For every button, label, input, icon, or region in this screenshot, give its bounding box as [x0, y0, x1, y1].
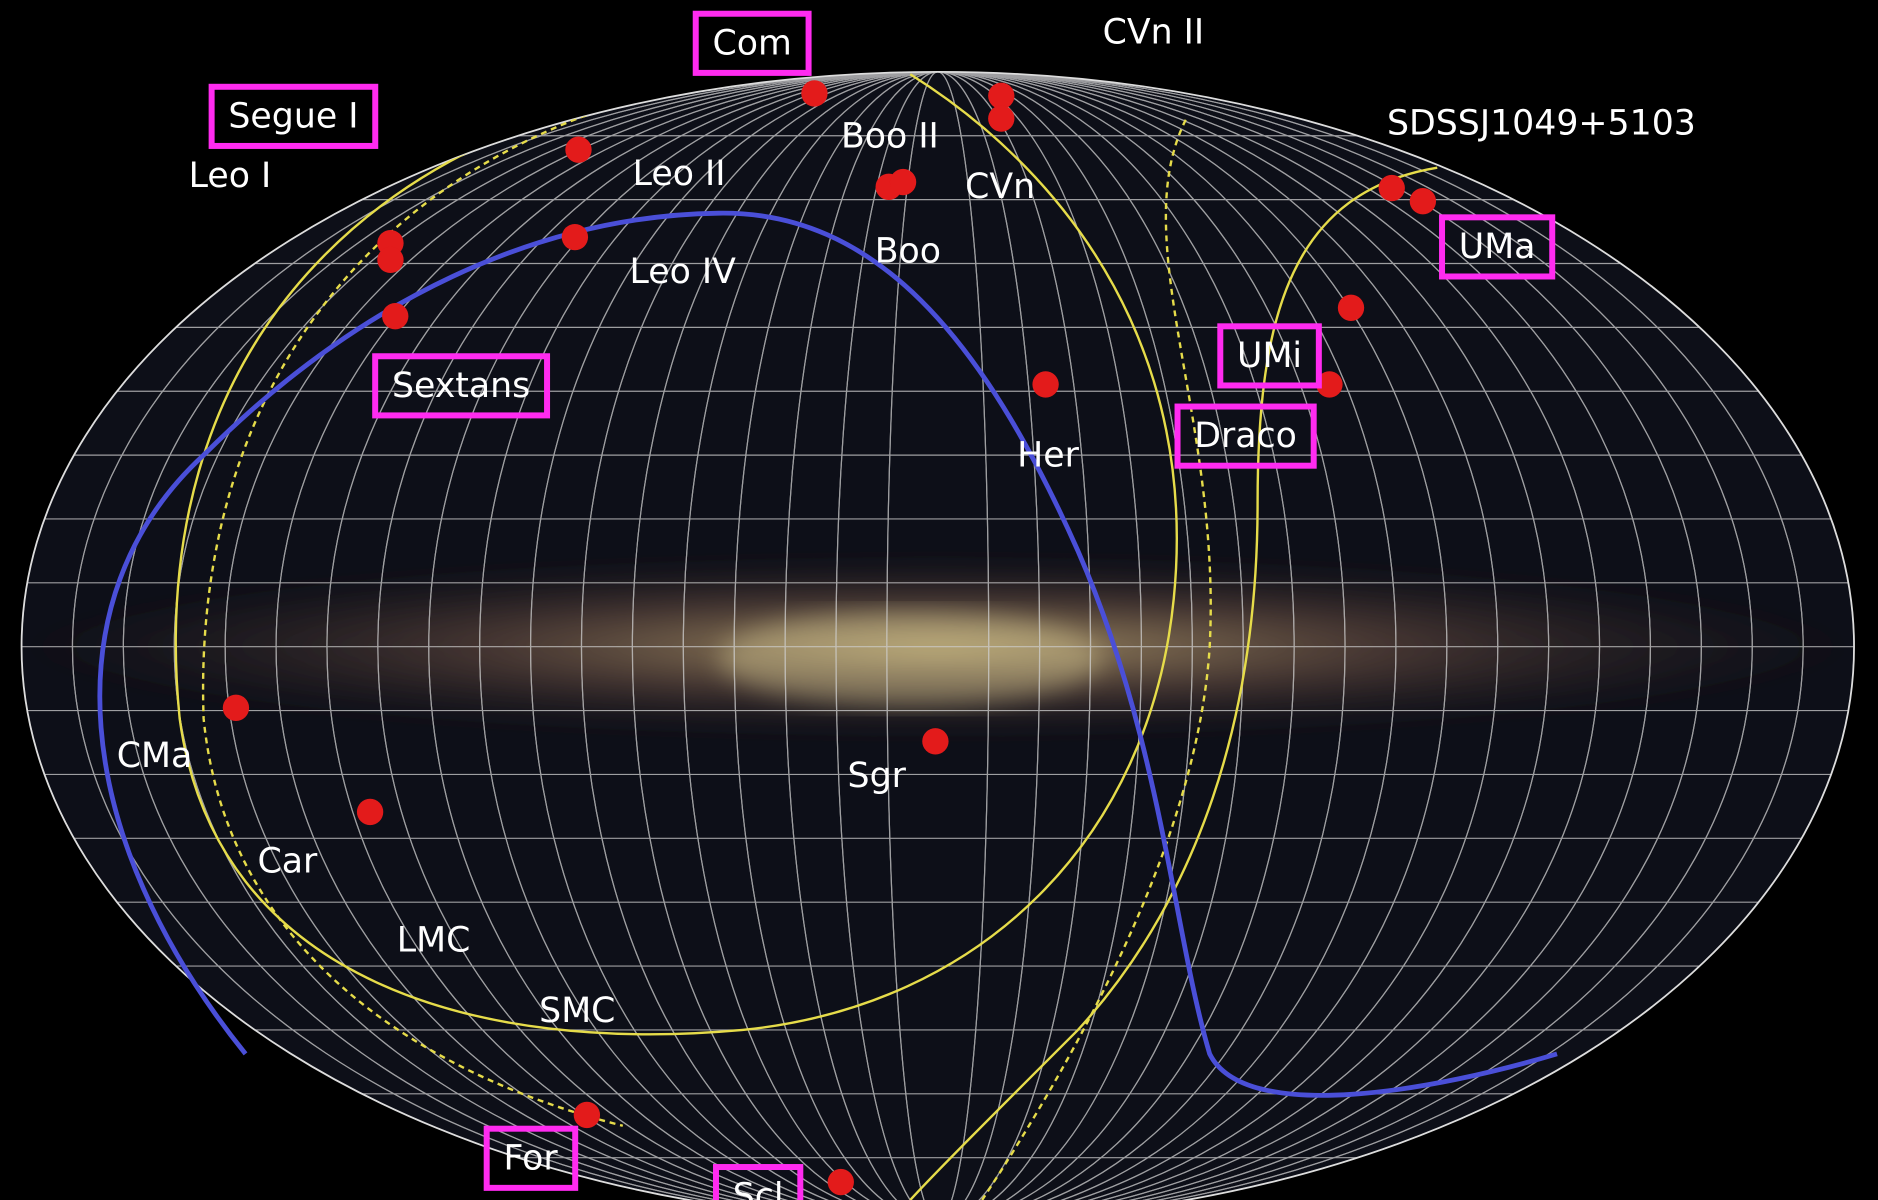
satellite-dot: [1032, 371, 1059, 398]
satellite-label: Scl: [733, 1177, 784, 1200]
satellite-label: Boo: [875, 232, 941, 272]
blue-curve: [97, 210, 1558, 1098]
satellite-dot: [573, 1101, 601, 1129]
yellow-curve: [981, 119, 1212, 1200]
satellite-label: CVn II: [1103, 13, 1205, 53]
satellite-dot: [801, 80, 828, 107]
satellite-label: Leo II: [633, 154, 726, 194]
yellow-curve: [201, 73, 743, 1127]
satellite-markers: [222, 80, 1437, 1196]
satellite-label: CMa: [117, 736, 192, 776]
satellite-label: Car: [258, 841, 319, 881]
highlight-box: [372, 353, 551, 419]
satellite-dot: [382, 302, 409, 330]
satellite-label: Boo II: [841, 117, 939, 157]
satellite-label: Her: [1017, 435, 1079, 475]
satellite-dot: [827, 1168, 854, 1196]
satellite-labels: Com CVn II Segue I Leo I Leo II Boo II CVn Boo L…: [117, 10, 1696, 1200]
sky: [21, 71, 1855, 1200]
satellite-label: For: [503, 1138, 558, 1178]
satellite-label: Sextans: [392, 366, 530, 406]
satellite-dot: [1316, 371, 1343, 398]
satellite-label: Leo I: [189, 156, 272, 196]
satellite-label: SDSSJ1049+5103: [1387, 104, 1696, 144]
satellite-dot: [565, 136, 592, 163]
satellite-label: Com: [713, 23, 792, 63]
highlight-box: [483, 1125, 579, 1191]
grid: [21, 71, 1855, 1200]
yellow-curve: [909, 166, 1438, 1200]
highlight-box: [692, 10, 812, 76]
yellow-curve: [174, 71, 1178, 1036]
satellite-dot: [222, 694, 250, 721]
satellite-dot: [377, 246, 404, 274]
satellite-label: Segue I: [228, 96, 358, 136]
highlight-box: [1217, 323, 1322, 389]
satellite-dot: [922, 728, 949, 755]
bulge: [718, 610, 1102, 707]
satellite-label: UMa: [1459, 227, 1536, 267]
satellite-dot: [988, 82, 1015, 109]
satellite-dot: [1337, 294, 1365, 321]
satellite-label: Sgr: [848, 756, 907, 796]
satellite-label: Leo IV: [630, 252, 737, 292]
sky-border: [20, 71, 1855, 1200]
orbit-curves: [174, 71, 1438, 1200]
highlight-box: [712, 1164, 804, 1200]
satellite-dot: [988, 105, 1015, 132]
highlight-box: [208, 83, 379, 149]
satellite-label: CVn: [965, 167, 1035, 207]
highlight-box: [1439, 214, 1556, 280]
satellite-label: Draco: [1194, 416, 1297, 456]
satellite-dot: [561, 223, 589, 251]
highlight-box: [1174, 403, 1317, 469]
satellite-dot: [356, 798, 384, 826]
satellite-label: UMi: [1237, 336, 1302, 376]
satellite-dot: [889, 168, 917, 196]
satellite-label: LMC: [397, 920, 471, 960]
satellite-dot: [1409, 188, 1437, 215]
satellite-label: SMC: [539, 991, 615, 1031]
satellite-dot: [1378, 174, 1405, 202]
